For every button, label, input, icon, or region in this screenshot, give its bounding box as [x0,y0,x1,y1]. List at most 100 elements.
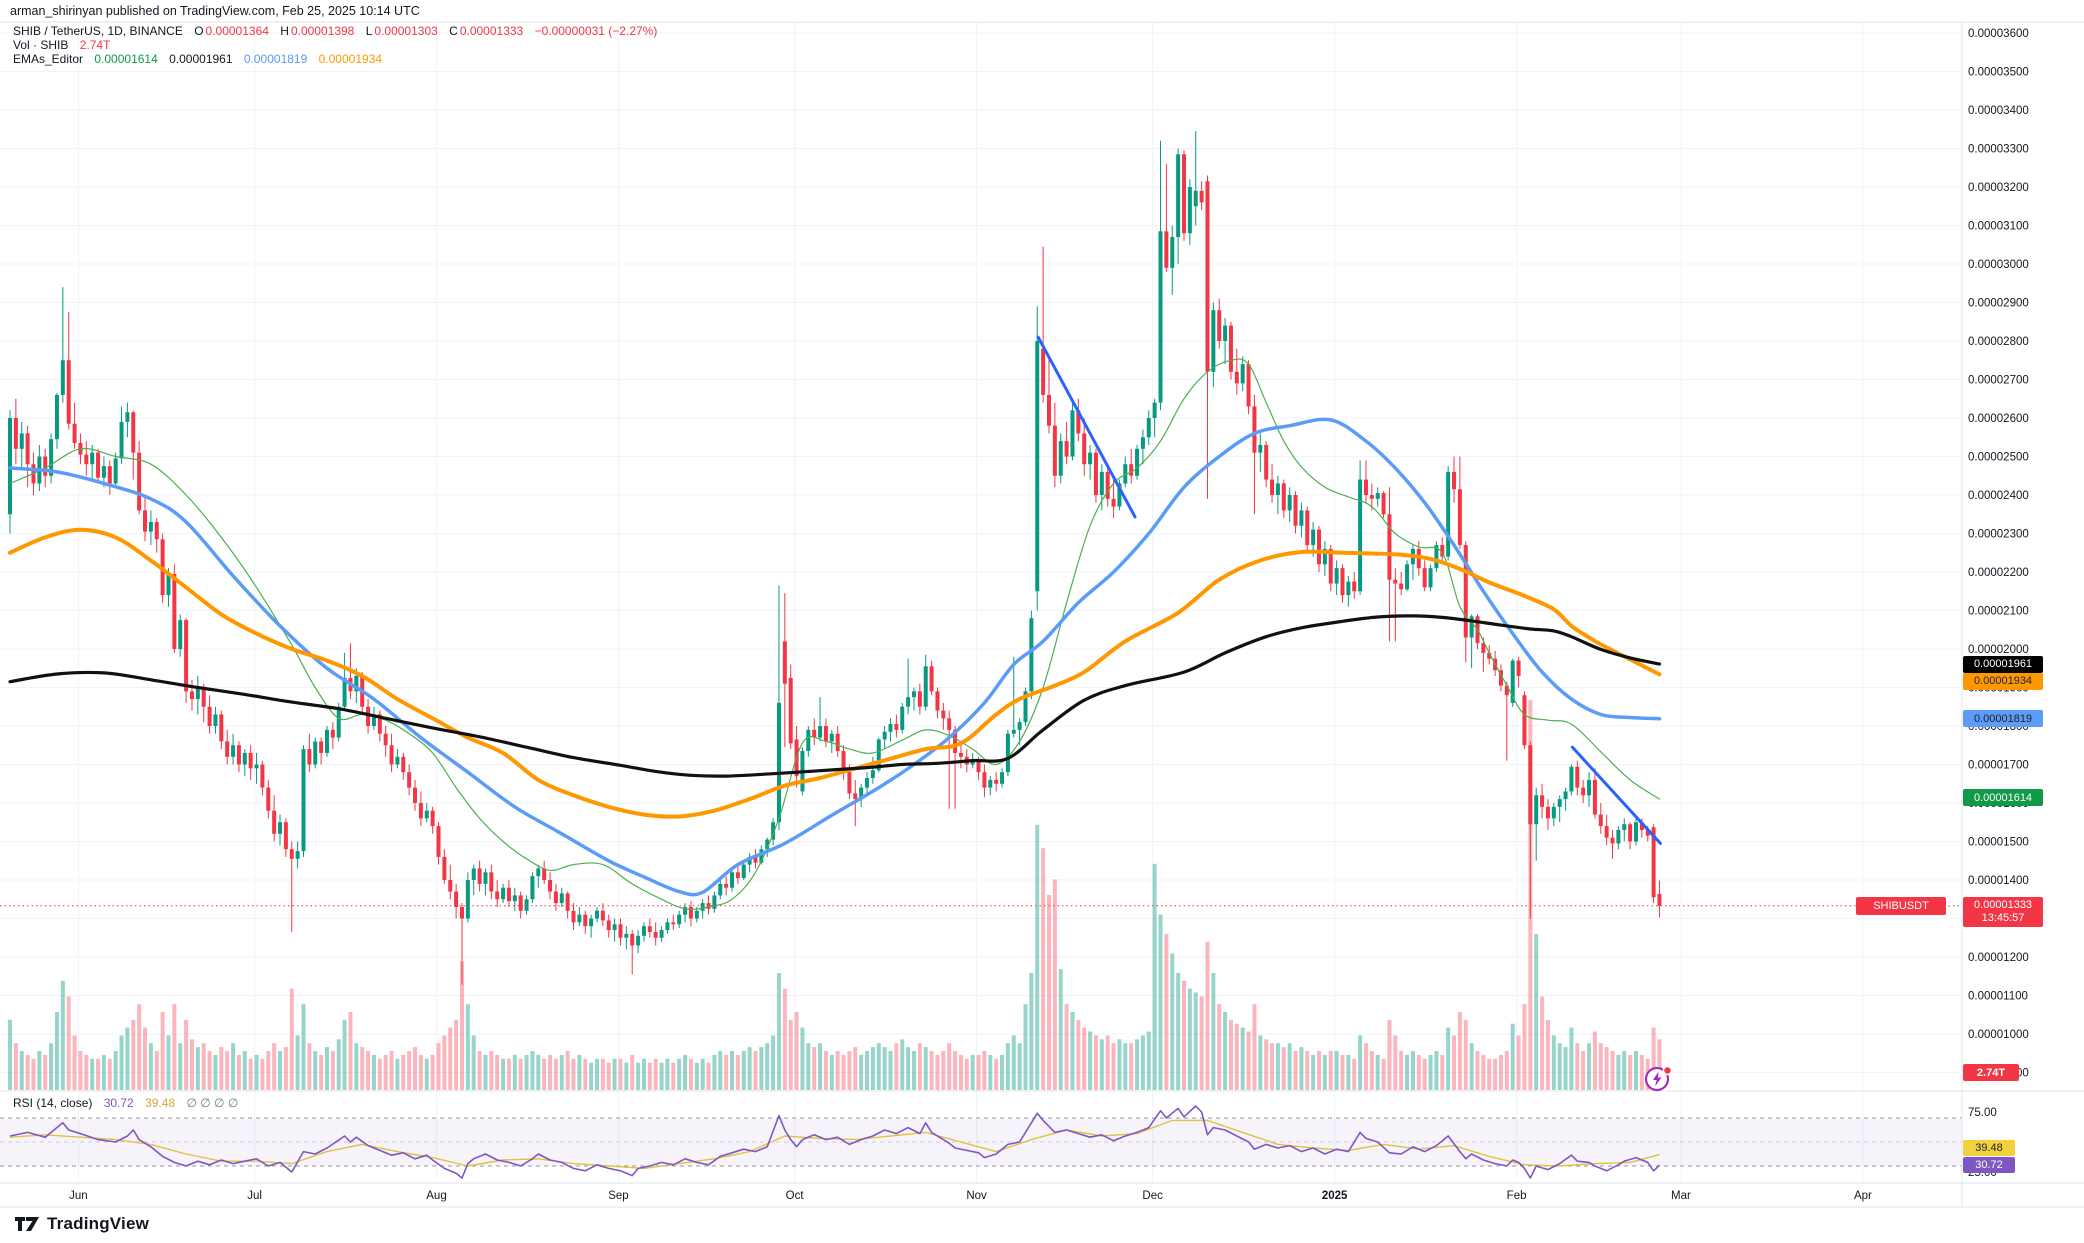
candle-body [1305,510,1310,546]
candle-body [1240,364,1245,384]
ema-fast-value: 0.00001614 [94,52,158,66]
volume-bar [1657,1039,1662,1090]
volume-bar [776,973,781,1090]
candle-body [495,891,500,900]
candle-body [1252,406,1257,453]
candle-body [630,933,635,946]
volume-bar [401,1054,406,1090]
volume-bar [1375,1054,1380,1090]
volume-bar [771,1035,776,1090]
price-tick-label: 0.00001200 [1968,952,2029,964]
candle-body [90,452,95,465]
volume-bar [618,1058,623,1090]
trendline [1570,745,1662,845]
volume-bar [19,1051,24,1090]
candle-body [342,677,347,707]
volume-bar [84,1054,89,1090]
volume-bar [283,1047,288,1090]
volume-bar [336,1039,341,1090]
tradingview-logo[interactable]: TradingView [14,1212,149,1236]
volume-bar [54,1012,59,1090]
volume-bar [1135,1039,1140,1090]
candle-body [853,793,858,800]
volume-bar [143,1027,148,1090]
volume-bar [1217,1004,1222,1090]
volume-bar [160,1012,165,1090]
volume-bar [278,1051,283,1090]
candle-body [1340,568,1345,596]
time-label-Oct: Oct [786,1190,805,1202]
last-price-value: 0.00001333 [1973,898,2033,911]
volume-bar [1199,996,1204,1090]
candle-body [207,706,212,726]
candle-body [260,764,265,788]
candle-body [242,752,247,765]
candle-body [1211,310,1216,372]
candle-body [319,741,324,753]
volume-bar [236,1054,241,1090]
volume-bar [794,1012,799,1090]
time-axis-labels[interactable]: Jun Jul Aug Sep Oct Nov Dec 2025 Feb Mar Apr [69,1190,1872,1202]
volume-bar [876,1043,881,1090]
volume-bar [313,1051,318,1090]
candle-body [765,839,770,850]
volume-bar [119,1035,124,1090]
candle-body [1428,568,1433,588]
candle-body [548,880,553,892]
volume-bar [360,1047,365,1090]
candle-body [148,521,153,532]
candle-body [636,935,641,946]
candle-body [589,918,594,927]
candle-body [418,803,423,819]
volume-bar [1510,1023,1515,1090]
candle-body [553,891,558,904]
candle-body [1176,154,1181,238]
volume-bar [1457,1012,1462,1090]
volume-bar [107,1058,112,1090]
candle-body [1029,618,1034,692]
volume-bar [870,1047,875,1090]
volume-bar [911,1051,916,1090]
volume-bar [254,1054,259,1090]
price-tick-label: 0.00002300 [1968,529,2029,541]
volume-bar [865,1051,870,1090]
volume-bar [37,1051,42,1090]
tradingview-logo-text: TradingView [47,1214,150,1233]
volume-bar [225,1051,230,1090]
candle-body [143,510,148,532]
candle-body [483,872,488,884]
candle-body [1446,471,1451,557]
published-attribution: arman_shirinyan published on TradingView… [10,4,420,18]
flash-ideas-button[interactable] [1643,1063,1675,1095]
time-label-Nov: Nov [966,1190,987,1202]
volume-bar [1123,1043,1128,1090]
volume-bar [688,1058,693,1090]
candle-body [947,718,952,730]
volume-bar [1287,1043,1292,1090]
price-tick-label: 0.00003100 [1968,221,2029,233]
volume-bar [906,1047,911,1090]
candle-body [225,741,230,757]
candle-body [595,910,599,919]
volume-bar [812,1047,817,1090]
volume-bar [1487,1058,1492,1090]
volume-bar [606,1062,611,1090]
price-axis-labels[interactable]: 0.00003600 0.00003500 0.00003400 0.00003300… [1968,28,2029,1179]
volume-bar [964,1058,969,1090]
volume-bar [1041,848,1046,1090]
candle-body [835,733,840,752]
volume-bar [1017,1043,1022,1090]
candle-body [1041,348,1046,395]
price-tick-label: 0.00003400 [1968,105,2029,117]
candle-body [231,745,236,757]
volume-bar [1369,1051,1374,1090]
volume-bar [1622,1051,1627,1090]
candle-body [1129,464,1134,476]
volume-bar [636,1062,641,1090]
candle-body [677,914,682,925]
candle-body [771,822,776,840]
volume-bar [25,1054,30,1090]
candle-body [841,751,846,773]
volume-bar [1228,1019,1233,1090]
